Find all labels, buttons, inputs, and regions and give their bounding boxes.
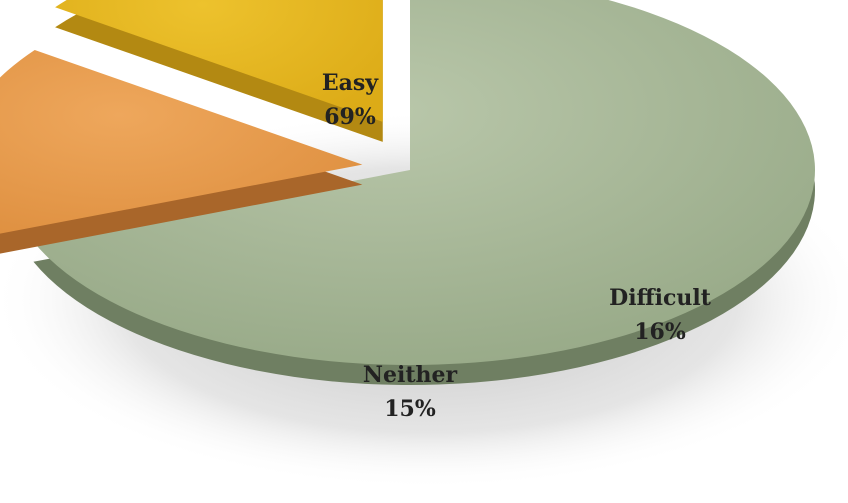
pie-slices	[0, 0, 815, 385]
slice-label-difficult: Difficult	[609, 285, 712, 311]
pie-slice-neither	[55, 0, 383, 122]
slice-value-neither: 15%	[384, 396, 436, 422]
pie-labels: Easy 69% Difficult 16% Neither 15%	[322, 70, 712, 422]
slice-value-difficult: 16%	[634, 319, 686, 345]
slice-value-easy: 69%	[324, 104, 376, 130]
pie-slice-difficult	[0, 49, 363, 234]
slice-label-easy: Easy	[322, 70, 379, 96]
pie-slice-easy	[33, 0, 815, 365]
slice-label-neither: Neither	[363, 362, 458, 388]
